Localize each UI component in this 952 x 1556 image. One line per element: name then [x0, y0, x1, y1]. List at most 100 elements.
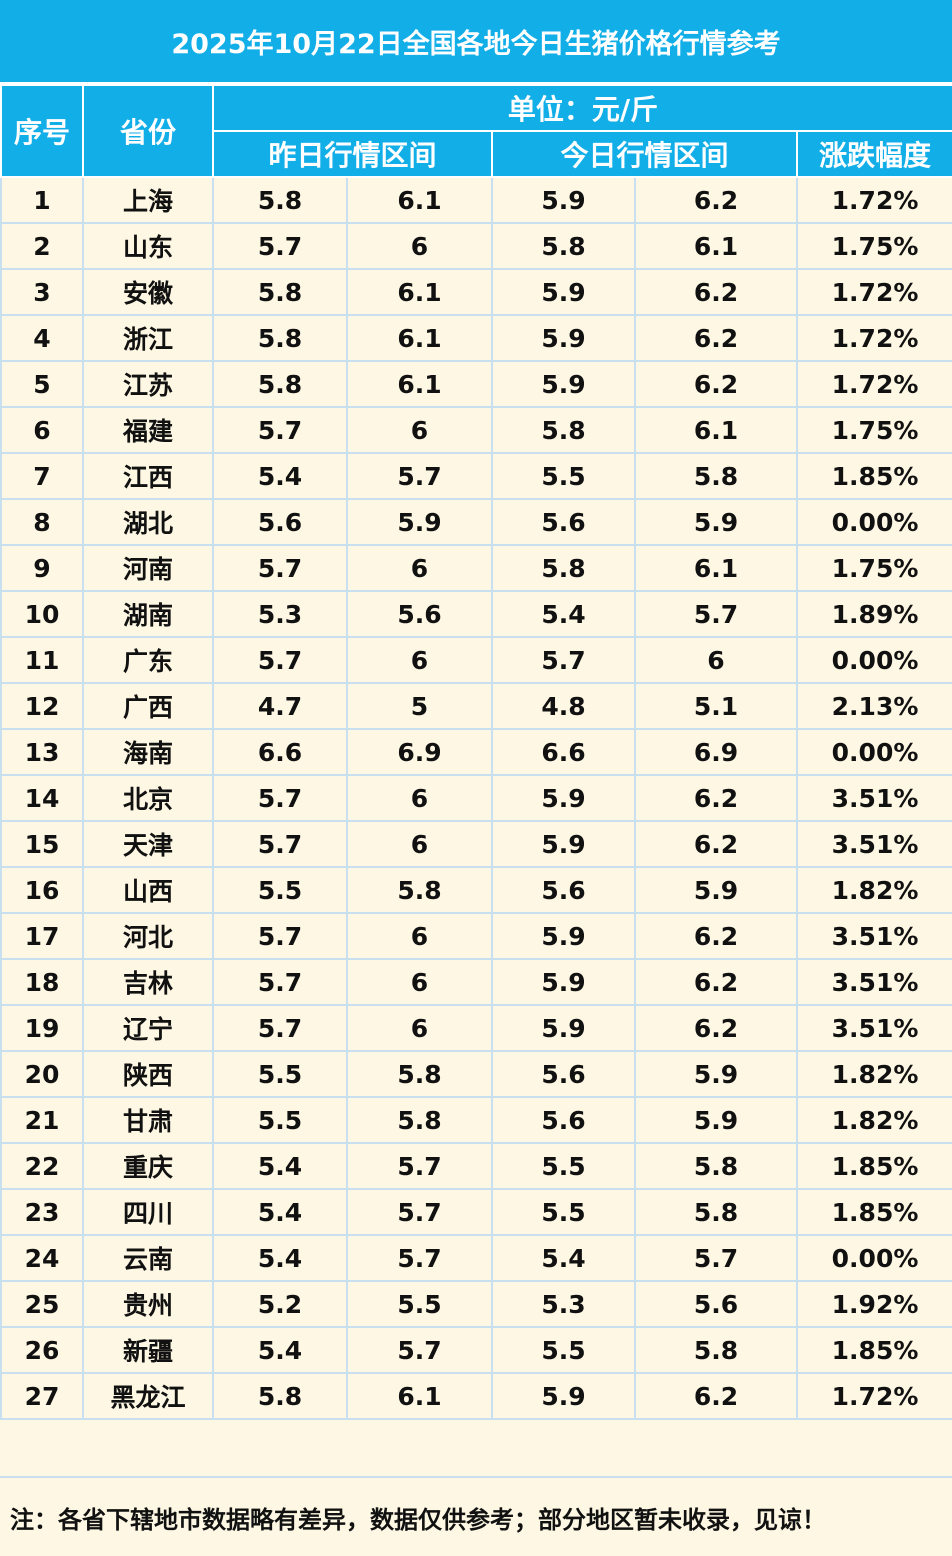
- row-index-cell: 7: [0, 452, 84, 500]
- change-cell: 1.85%: [795, 452, 952, 500]
- yesterday-high-cell: 5.5: [346, 1280, 493, 1328]
- yesterday-high-cell: 5.9: [346, 498, 493, 546]
- province-cell: 陕西: [82, 1050, 214, 1098]
- today-low-cell: 5.7: [491, 636, 636, 684]
- row-index-cell: 9: [0, 544, 84, 592]
- row-index-cell: 22: [0, 1142, 84, 1190]
- yesterday-low-cell: 5.7: [212, 912, 348, 960]
- today-high-cell: 6.2: [634, 1372, 798, 1420]
- table-row: 6 福建 5.7 6 5.8 6.1 1.75%: [0, 406, 952, 454]
- today-high-cell: 5.8: [634, 452, 798, 500]
- yesterday-high-cell: 5.8: [346, 1096, 493, 1144]
- province-cell: 吉林: [82, 958, 214, 1006]
- today-high-cell: 6.2: [634, 1004, 798, 1052]
- yesterday-low-cell: 5.4: [212, 1326, 348, 1374]
- header-change: 涨跌幅度: [795, 130, 952, 178]
- province-cell: 福建: [82, 406, 214, 454]
- change-cell: 1.89%: [795, 590, 952, 638]
- change-cell: 1.85%: [795, 1326, 952, 1374]
- table-row: 3 安徽 5.8 6.1 5.9 6.2 1.72%: [0, 268, 952, 316]
- table-row: 18 吉林 5.7 6 5.9 6.2 3.51%: [0, 958, 952, 1006]
- today-low-cell: 5.8: [491, 406, 636, 454]
- yesterday-high-cell: 5.8: [346, 866, 493, 914]
- today-low-cell: 5.5: [491, 452, 636, 500]
- today-low-cell: 5.9: [491, 1372, 636, 1420]
- yesterday-high-cell: 6.1: [346, 176, 493, 224]
- change-cell: 3.51%: [795, 1004, 952, 1052]
- yesterday-low-cell: 5.7: [212, 774, 348, 822]
- today-high-cell: 5.8: [634, 1142, 798, 1190]
- today-high-cell: 5.7: [634, 590, 798, 638]
- province-cell: 江西: [82, 452, 214, 500]
- change-cell: 2.13%: [795, 682, 952, 730]
- province-cell: 黑龙江: [82, 1372, 214, 1420]
- row-index-cell: 27: [0, 1372, 84, 1420]
- province-cell: 海南: [82, 728, 214, 776]
- yesterday-high-cell: 6: [346, 636, 493, 684]
- province-cell: 四川: [82, 1188, 214, 1236]
- province-cell: 湖南: [82, 590, 214, 638]
- yesterday-high-cell: 5.7: [346, 1188, 493, 1236]
- today-high-cell: 6.2: [634, 912, 798, 960]
- change-cell: 3.51%: [795, 912, 952, 960]
- today-low-cell: 5.9: [491, 268, 636, 316]
- today-high-cell: 5.9: [634, 1050, 798, 1098]
- yesterday-low-cell: 5.4: [212, 1142, 348, 1190]
- province-cell: 上海: [82, 176, 214, 224]
- province-cell: 重庆: [82, 1142, 214, 1190]
- today-low-cell: 5.9: [491, 176, 636, 224]
- yesterday-low-cell: 5.3: [212, 590, 348, 638]
- yesterday-high-cell: 5.7: [346, 1234, 493, 1282]
- province-cell: 安徽: [82, 268, 214, 316]
- change-cell: 0.00%: [795, 498, 952, 546]
- yesterday-low-cell: 5.2: [212, 1280, 348, 1328]
- header-unit: 单位：元/斤: [211, 84, 952, 132]
- today-low-cell: 5.9: [491, 314, 636, 362]
- yesterday-high-cell: 6.9: [346, 728, 493, 776]
- today-low-cell: 5.5: [491, 1188, 636, 1236]
- province-cell: 河南: [82, 544, 214, 592]
- change-cell: 1.72%: [795, 1372, 952, 1420]
- yesterday-low-cell: 5.7: [212, 222, 348, 270]
- yesterday-high-cell: 6.1: [346, 1372, 493, 1420]
- yesterday-high-cell: 6.1: [346, 360, 493, 408]
- table-row: 13 海南 6.6 6.9 6.6 6.9 0.00%: [0, 728, 952, 776]
- province-cell: 北京: [82, 774, 214, 822]
- table-row: 23 四川 5.4 5.7 5.5 5.8 1.85%: [0, 1188, 952, 1236]
- today-high-cell: 5.9: [634, 866, 798, 914]
- table-body: 1 上海 5.8 6.1 5.9 6.2 1.72% 2 山东 5.7 6 5.8 6.1 1.75% 3 安…: [0, 176, 952, 1420]
- today-high-cell: 5.7: [634, 1234, 798, 1282]
- yesterday-high-cell: 6.1: [346, 268, 493, 316]
- today-high-cell: 6.2: [634, 268, 798, 316]
- today-high-cell: 5.8: [634, 1326, 798, 1374]
- change-cell: 1.72%: [795, 268, 952, 316]
- table-row: 7 江西 5.4 5.7 5.5 5.8 1.85%: [0, 452, 952, 500]
- today-low-cell: 5.9: [491, 820, 636, 868]
- row-index-cell: 11: [0, 636, 84, 684]
- row-index-cell: 2: [0, 222, 84, 270]
- today-high-cell: 6.2: [634, 314, 798, 362]
- row-index-cell: 8: [0, 498, 84, 546]
- table-row: 19 辽宁 5.7 6 5.9 6.2 3.51%: [0, 1004, 952, 1052]
- province-cell: 江苏: [82, 360, 214, 408]
- change-cell: 1.92%: [795, 1280, 952, 1328]
- today-high-cell: 6.1: [634, 544, 798, 592]
- row-index-cell: 21: [0, 1096, 84, 1144]
- row-index-cell: 24: [0, 1234, 84, 1282]
- today-high-cell: 5.8: [634, 1188, 798, 1236]
- yesterday-low-cell: 5.4: [212, 452, 348, 500]
- yesterday-high-cell: 6: [346, 820, 493, 868]
- table-row: 16 山西 5.5 5.8 5.6 5.9 1.82%: [0, 866, 952, 914]
- yesterday-low-cell: 5.4: [212, 1234, 348, 1282]
- table-row: 10 湖南 5.3 5.6 5.4 5.7 1.89%: [0, 590, 952, 638]
- today-high-cell: 6.1: [634, 222, 798, 270]
- today-low-cell: 5.5: [491, 1326, 636, 1374]
- today-low-cell: 5.6: [491, 1096, 636, 1144]
- yesterday-high-cell: 6: [346, 222, 493, 270]
- province-cell: 贵州: [82, 1280, 214, 1328]
- yesterday-high-cell: 5.7: [346, 1142, 493, 1190]
- table-row: 22 重庆 5.4 5.7 5.5 5.8 1.85%: [0, 1142, 952, 1190]
- today-low-cell: 5.6: [491, 866, 636, 914]
- change-cell: 1.85%: [795, 1188, 952, 1236]
